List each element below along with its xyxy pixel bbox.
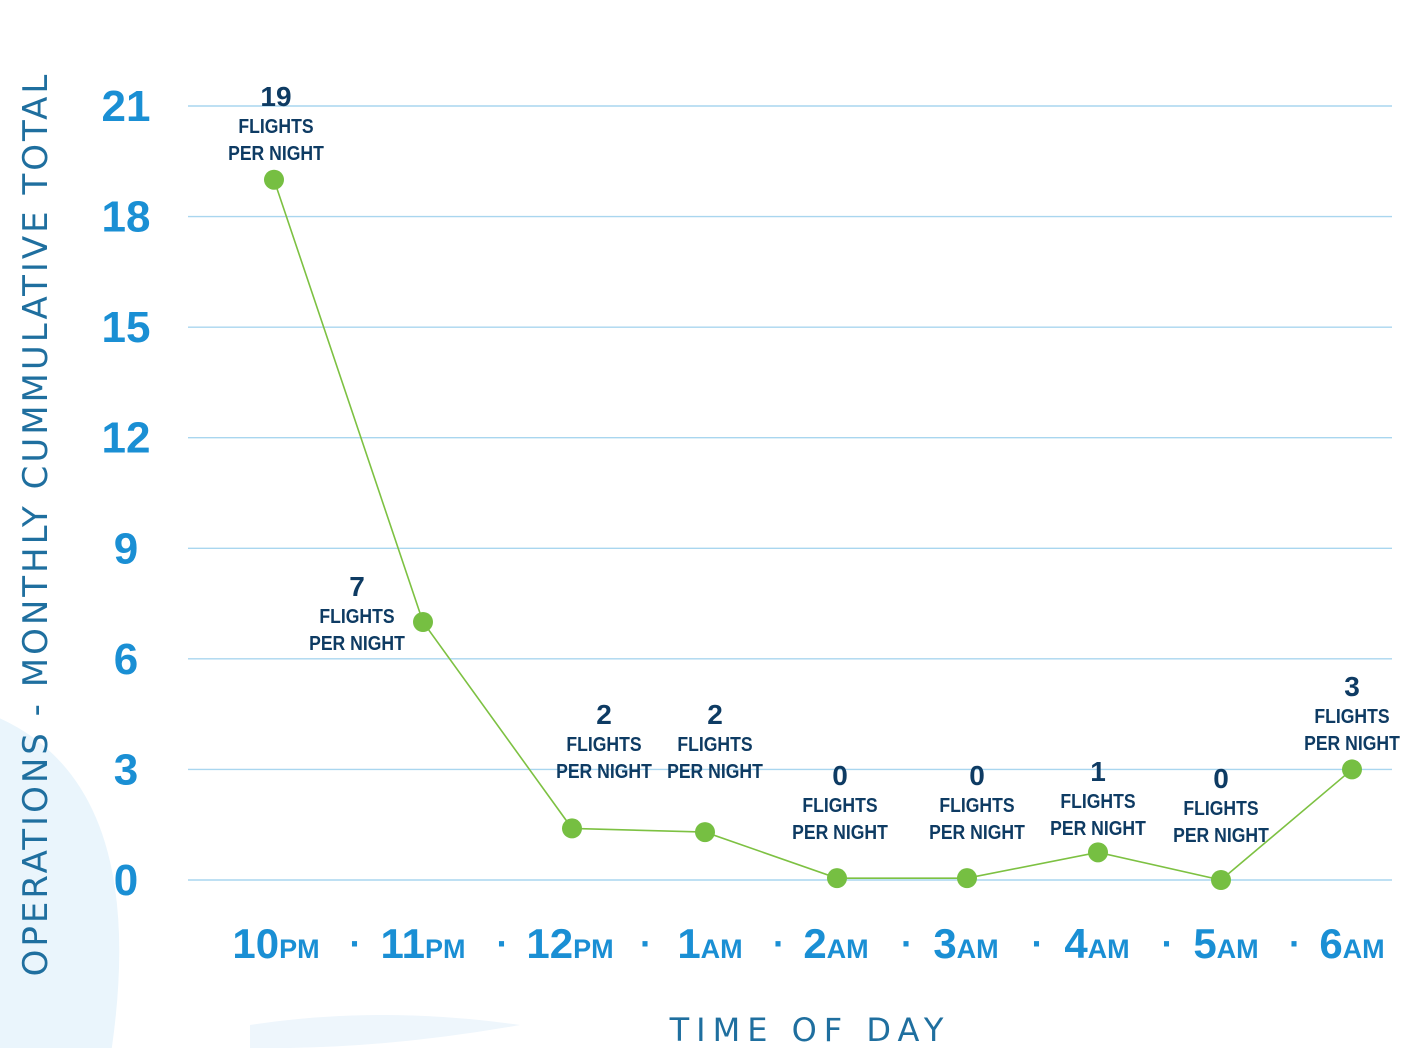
y-tick-label: 18: [102, 193, 151, 242]
data-point: [827, 868, 847, 889]
data-label: 19 FLIGHTS PER NIGHT: [228, 81, 324, 164]
data-label-value: 0: [1213, 763, 1229, 794]
data-label-value: 3: [1344, 671, 1360, 702]
y-tick-label: 9: [114, 524, 138, 573]
x-axis-title: TIME OF DAY: [669, 1011, 951, 1049]
x-tick-label: 11PM: [381, 920, 466, 967]
x-tick-label: 4AM: [1064, 920, 1129, 967]
y-tick-label: 3: [114, 745, 138, 794]
data-label-line2: PER NIGHT: [792, 821, 888, 843]
x-tick-separator: ·: [640, 923, 652, 964]
data-label-line1: FLIGHTS: [939, 794, 1014, 816]
data-point: [1211, 870, 1231, 890]
data-label-line1: FLIGHTS: [238, 115, 313, 137]
data-point: [264, 169, 284, 190]
data-label: 2 FLIGHTS PER NIGHT: [556, 699, 652, 782]
x-tick-label: 1AM: [677, 920, 742, 967]
data-point: [695, 822, 715, 843]
data-label-line2: PER NIGHT: [667, 760, 763, 782]
x-tick-separator: ·: [1032, 923, 1044, 964]
data-label-line1: FLIGHTS: [802, 794, 877, 816]
x-tick-label: 10PM: [232, 920, 319, 967]
background-swoosh-left: [0, 718, 120, 1053]
y-tick-label: 0: [114, 856, 138, 905]
data-label-value: 7: [349, 571, 365, 602]
y-tick-label: 12: [102, 414, 151, 463]
data-label-value: 2: [596, 699, 612, 730]
data-label-line2: PER NIGHT: [309, 632, 405, 654]
data-label-value: 0: [832, 760, 848, 791]
background-swoosh-bottom: [250, 1015, 520, 1049]
data-label: 0 FLIGHTS PER NIGHT: [1173, 763, 1269, 846]
x-tick-label: 2AM: [803, 920, 868, 967]
data-label: 3 FLIGHTS PER NIGHT: [1304, 671, 1400, 754]
data-point: [957, 868, 977, 889]
data-label: 2 FLIGHTS PER NIGHT: [667, 699, 763, 782]
x-tick-separator: ·: [901, 923, 913, 964]
data-label: 1 FLIGHTS PER NIGHT: [1050, 756, 1146, 839]
y-tick-label: 6: [114, 635, 138, 684]
data-label-line2: PER NIGHT: [556, 760, 652, 782]
y-tick-label: 21: [102, 82, 151, 131]
x-tick-label: 5AM: [1193, 920, 1258, 967]
data-label-line1: FLIGHTS: [319, 605, 394, 627]
data-label-line1: FLIGHTS: [1183, 797, 1258, 819]
x-tick-separator: ·: [773, 923, 785, 964]
y-axis-title: OPERATIONS - MONTHLY CUMMULATIVE TOTAL: [16, 71, 56, 977]
data-label-line2: PER NIGHT: [228, 142, 324, 164]
y-tick-label: 15: [102, 303, 151, 352]
x-tick-separator: ·: [1289, 923, 1301, 964]
x-tick-separator: ·: [350, 923, 362, 964]
data-label-line1: FLIGHTS: [677, 733, 752, 755]
data-label-value: 1: [1090, 756, 1106, 787]
data-label: 0 FLIGHTS PER NIGHT: [792, 760, 888, 843]
data-label-value: 2: [707, 699, 723, 730]
x-tick-separator: ·: [497, 923, 509, 964]
x-tick-separator: ·: [1162, 923, 1174, 964]
x-tick-label: 12PM: [526, 920, 613, 967]
data-label-value: 0: [969, 760, 985, 791]
data-point: [1342, 759, 1362, 780]
data-label-line1: FLIGHTS: [1314, 705, 1389, 727]
x-tick-label: 6AM: [1319, 920, 1384, 967]
series-line: [273, 179, 1353, 881]
data-label-line1: FLIGHTS: [1060, 790, 1135, 812]
data-label-value: 19: [260, 81, 291, 112]
data-label-line1: FLIGHTS: [566, 733, 641, 755]
data-point: [1088, 842, 1108, 863]
data-label-line2: PER NIGHT: [1173, 824, 1269, 846]
data-label-line2: PER NIGHT: [1050, 817, 1146, 839]
data-point: [562, 818, 582, 839]
data-label-line2: PER NIGHT: [1304, 732, 1400, 754]
data-point: [413, 612, 433, 632]
data-label: 0 FLIGHTS PER NIGHT: [929, 760, 1025, 843]
data-label: 7 FLIGHTS PER NIGHT: [309, 571, 405, 654]
x-tick-label: 3AM: [933, 920, 998, 967]
data-label-line2: PER NIGHT: [929, 821, 1025, 843]
